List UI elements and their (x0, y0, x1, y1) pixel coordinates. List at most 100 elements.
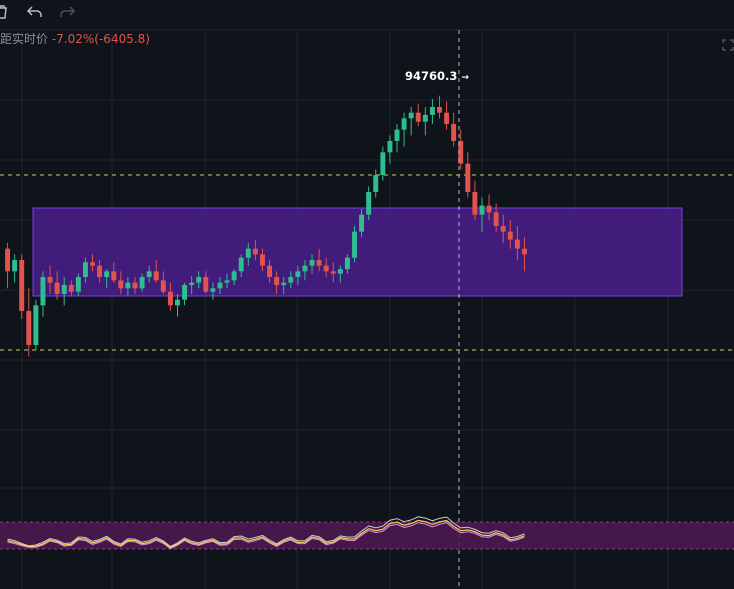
candle-body (422, 114, 428, 122)
candle-body (408, 112, 414, 119)
candle (359, 209, 365, 238)
price-distance-label: 距实时价 (0, 32, 49, 46)
candle-body (224, 280, 230, 283)
candle-body (153, 271, 159, 281)
candle (281, 277, 287, 294)
candle-body (451, 124, 457, 141)
candle (125, 277, 131, 297)
redo-icon[interactable] (58, 4, 78, 22)
candle-body (252, 248, 258, 255)
candle-body (68, 284, 74, 292)
candle (111, 262, 117, 283)
candle (90, 254, 95, 272)
candle-body (26, 311, 32, 345)
oscillator-line-fast (7, 519, 525, 549)
candle-body (323, 265, 329, 272)
candle-body (401, 118, 407, 130)
candle (337, 265, 343, 283)
oscillator-line-slow (7, 522, 525, 550)
fullscreen-icon[interactable] (722, 36, 734, 51)
candle (415, 103, 421, 127)
candle (160, 271, 166, 294)
peak-price-value: 94760.3 (405, 69, 458, 83)
candle-body (352, 231, 357, 258)
candle-body (429, 107, 435, 115)
candle (387, 135, 393, 164)
candle-body (210, 288, 216, 292)
candle-body (507, 231, 513, 240)
candle (75, 273, 81, 297)
candle-body (267, 265, 273, 277)
candle-body (373, 175, 379, 192)
candle-body (359, 214, 365, 232)
candle-body (167, 291, 173, 306)
undo-icon[interactable] (26, 4, 46, 22)
candle (33, 299, 39, 351)
candle-body (472, 192, 478, 215)
candle-body (394, 129, 400, 141)
candle (472, 180, 478, 221)
trash-icon[interactable] (0, 4, 14, 22)
oscillator-line-base (7, 516, 525, 548)
candle (444, 101, 450, 130)
candle-body (217, 282, 223, 289)
candle-body (82, 262, 88, 277)
candle (514, 226, 520, 260)
candle-body (330, 271, 336, 274)
candle-body (75, 277, 81, 292)
candle (97, 260, 103, 283)
candle-body (118, 280, 124, 289)
candle-body (437, 107, 442, 113)
candle-body (5, 248, 11, 272)
candle (259, 248, 265, 272)
candle-body (281, 282, 287, 285)
candle (153, 260, 159, 283)
chart-grid (0, 29, 734, 589)
candle (323, 257, 329, 277)
candle-body (12, 260, 18, 272)
candle (295, 265, 301, 285)
candle-body (33, 305, 39, 345)
candle (82, 257, 88, 283)
candle-body (61, 284, 67, 294)
candle-body (175, 299, 180, 306)
candle (104, 269, 110, 289)
candle (380, 146, 386, 181)
candle-body (514, 239, 520, 249)
candle (316, 248, 322, 272)
candle (68, 280, 74, 297)
candle-body (139, 277, 145, 289)
candle (366, 186, 372, 221)
candle-body (444, 112, 450, 124)
candle-body (316, 260, 322, 266)
candle (274, 271, 280, 294)
candle-body (47, 277, 53, 283)
candle (288, 271, 294, 289)
candle (500, 214, 506, 243)
candle-body (344, 257, 350, 270)
candle (139, 273, 145, 292)
candle (210, 282, 216, 300)
candle (61, 277, 67, 306)
candle (352, 226, 357, 263)
candle-body (458, 141, 464, 164)
candle-body (366, 192, 372, 215)
candle (196, 271, 202, 289)
drawing-toolbar (0, 0, 734, 26)
candle-body (196, 277, 202, 283)
candle-body (19, 260, 25, 311)
candle (408, 107, 414, 136)
candle-body (245, 248, 251, 258)
candle-body (479, 205, 485, 215)
candle-body (111, 271, 117, 281)
candle (238, 254, 244, 277)
candle (479, 197, 485, 232)
candle (521, 237, 527, 272)
candle (132, 277, 138, 294)
candle-body (486, 205, 492, 213)
candle (302, 260, 308, 281)
candle-body (274, 277, 280, 285)
candle (19, 254, 25, 319)
candle-body (493, 212, 499, 226)
